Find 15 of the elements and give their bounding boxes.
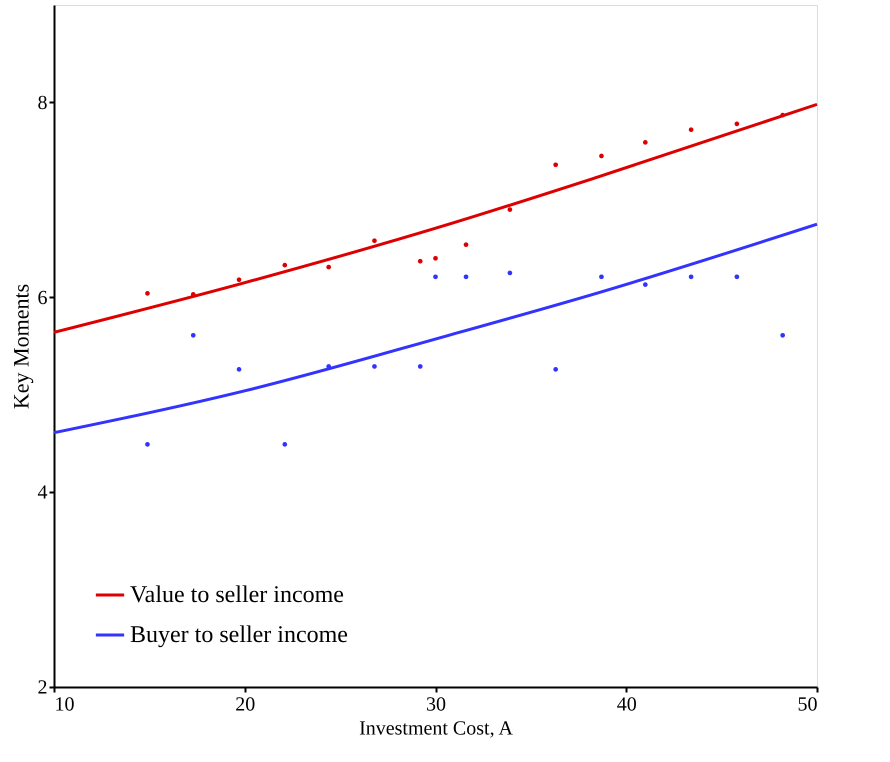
legend-label: Value to seller income (130, 582, 344, 608)
x-tick-label: 30 (426, 694, 446, 716)
legend-label: Buyer to seller income (130, 622, 348, 648)
y-tick-label: 8 (38, 92, 48, 114)
y-tick-label: 2 (38, 676, 48, 698)
x-tick-label: 20 (235, 694, 256, 716)
x-tick-label: 10 (54, 694, 74, 716)
x-tick-label: 40 (616, 694, 637, 716)
line-series (52, 222, 818, 434)
y-tick-label: 6 (38, 286, 48, 309)
y-axis-title: Key Moments (8, 284, 34, 410)
x-tick-label: 50 (798, 694, 818, 716)
x-axis-title: Investment Cost, A (359, 718, 514, 740)
line-series (52, 102, 818, 334)
y-tick-label: 4 (38, 482, 48, 504)
